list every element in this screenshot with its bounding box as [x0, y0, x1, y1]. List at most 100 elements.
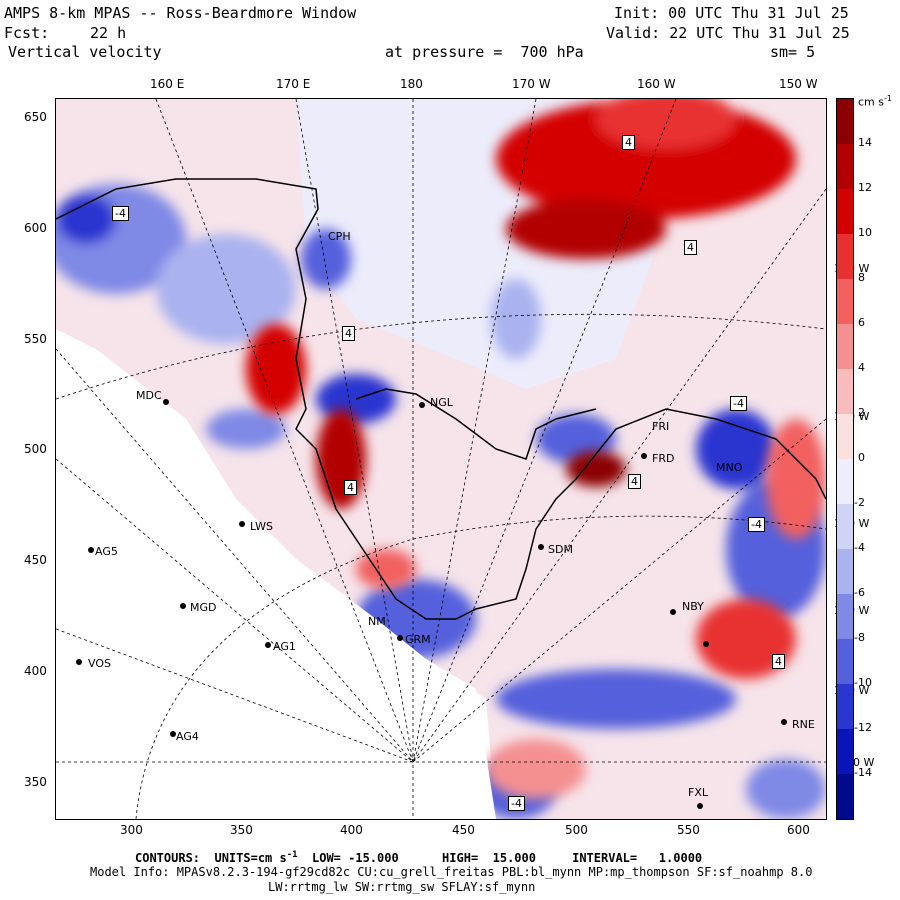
colorbar-swatch	[837, 549, 853, 594]
colorbar-tick-label: 12	[858, 181, 872, 194]
colorbar-tick-label: 2	[858, 406, 865, 419]
colorbar	[836, 98, 854, 820]
station-nm: NM	[368, 615, 386, 628]
colorbar-swatch	[837, 594, 853, 639]
lon-label-160w: 160 W	[637, 77, 676, 91]
colorbar-tick-label: 6	[858, 316, 865, 329]
contour-tag: 4	[684, 240, 697, 255]
station-vos: VOS	[88, 657, 111, 670]
valid-time: Valid: 22 UTC Thu 31 Jul 25	[606, 24, 850, 42]
y-label-600: 600	[24, 221, 47, 235]
station-grm: GRM	[405, 633, 431, 646]
colorbar-tick-label: 10	[858, 226, 872, 239]
station-lws: LWS	[250, 520, 273, 533]
station-nby: NBY	[682, 600, 704, 613]
contour-tag: 4	[342, 326, 355, 341]
colorbar-swatches	[837, 99, 853, 819]
station-ngl: NGL	[430, 396, 453, 409]
smoothing-value: sm= 5	[770, 43, 816, 61]
contour-tag: 4	[622, 135, 635, 150]
contour-tag: -4	[508, 796, 525, 811]
colorbar-swatch	[837, 684, 853, 729]
station-mdc: MDC	[136, 389, 162, 402]
colorbar-swatch	[837, 324, 853, 369]
station-cph: CPH	[328, 230, 351, 243]
colorbar-tick-label: -6	[854, 586, 865, 599]
lon-label-170e: 170 E	[276, 77, 311, 91]
coastline	[56, 178, 826, 620]
contour-tag: 4	[344, 480, 357, 495]
x-label-300: 300	[120, 823, 143, 837]
x-label-400: 400	[340, 823, 363, 837]
station-ag1: AG1	[273, 640, 296, 653]
contour-tag: 4	[772, 654, 785, 669]
model-info: Model Info: MPASv8.2.3-194-gf29cd82c CU:…	[90, 865, 813, 879]
colorbar-tick-label: 4	[858, 361, 865, 374]
downward-motion-regions	[56, 184, 826, 819]
colorbar-swatch	[837, 279, 853, 324]
colorbar-tick-label: -4	[854, 541, 865, 554]
lon-label-160e: 160 E	[150, 77, 185, 91]
colorbar-swatch	[837, 234, 853, 279]
colorbar-swatch	[837, 729, 853, 774]
colorbar-tick-label: -10	[854, 676, 872, 689]
station-sdm: SDM	[548, 543, 573, 556]
colorbar-swatch	[837, 639, 853, 684]
forecast-hours: 22 h	[90, 24, 127, 42]
colorbar-swatch	[837, 369, 853, 414]
vertical-velocity-map	[55, 98, 827, 820]
lon-label-170w: 170 W	[512, 77, 551, 91]
colorbar-tick-label: -8	[854, 631, 865, 644]
lon-label-150w: 150 W	[779, 77, 818, 91]
station-rne: RNE	[792, 718, 815, 731]
upward-motion-regions	[246, 99, 826, 799]
station-ag4: AG4	[176, 730, 199, 743]
ice-shelf-front	[355, 388, 597, 460]
graticule	[56, 99, 826, 819]
x-label-350: 350	[230, 823, 253, 837]
colorbar-swatch	[837, 504, 853, 549]
map-title: AMPS 8-km MPAS -- Ross-Beardmore Window	[4, 4, 357, 22]
y-label-550: 550	[24, 332, 47, 346]
map-canvas	[56, 99, 826, 819]
contours-info: CONTOURS: UNITS=cm s-1 LOW= -15.000 HIGH…	[135, 850, 703, 865]
pressure-level: at pressure = 700 hPa	[385, 43, 584, 61]
y-label-650: 650	[24, 110, 47, 124]
colorbar-tick-label: 14	[858, 136, 872, 149]
contour-tag: -4	[748, 517, 765, 532]
colorbar-swatch	[837, 99, 853, 144]
y-label-450: 450	[24, 553, 47, 567]
station-fri: FRI	[652, 420, 670, 433]
init-time: Init: 00 UTC Thu 31 Jul 25	[614, 4, 849, 22]
continent-interior	[56, 339, 496, 819]
forecast-label: Fcst:	[4, 24, 50, 42]
x-label-500: 500	[565, 823, 588, 837]
colorbar-tick-label: -14	[854, 766, 872, 779]
contour-tag: -4	[730, 396, 747, 411]
contour-tag: -4	[112, 206, 129, 221]
x-label-550: 550	[677, 823, 700, 837]
station-ag5: AG5	[95, 545, 118, 558]
station-frd: FRD	[652, 452, 675, 465]
field-name: Vertical velocity	[8, 43, 162, 61]
y-label-500: 500	[24, 442, 47, 456]
y-label-400: 400	[24, 664, 47, 678]
colorbar-tick-label: -12	[854, 721, 872, 734]
lon-label-180: 180	[400, 77, 423, 91]
station-fxl: FXL	[688, 786, 708, 799]
colorbar-swatch	[837, 459, 853, 504]
colorbar-tick-label: 0	[858, 451, 865, 464]
contour-tag: 4	[628, 474, 641, 489]
colorbar-unit: cm s-1	[858, 94, 892, 109]
y-label-350: 350	[24, 775, 47, 789]
colorbar-tick-label: -2	[854, 496, 865, 509]
colorbar-tick-label: 8	[858, 271, 865, 284]
colorbar-swatch	[837, 774, 853, 819]
colorbar-swatch	[837, 144, 853, 189]
station-mgd: MGD	[190, 601, 217, 614]
station-mno: MNO	[716, 461, 743, 474]
model-info-physics: LW:rrtmg_lw SW:rrtmg_sw SFLAY:sf_mynn	[268, 880, 536, 894]
colorbar-swatch	[837, 414, 853, 459]
x-label-600: 600	[787, 823, 810, 837]
